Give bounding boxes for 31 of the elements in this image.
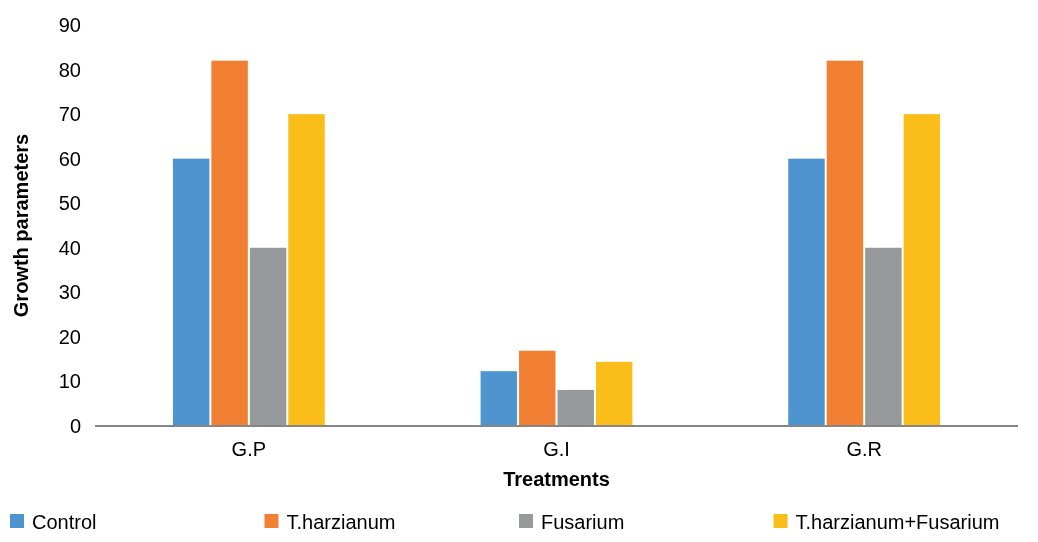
x-axis-title: Treatments <box>503 468 610 490</box>
legend-label: Fusarium <box>541 511 625 533</box>
y-tick-label: 80 <box>58 58 81 81</box>
bar <box>557 389 594 426</box>
y-tick-label: 90 <box>58 14 81 36</box>
legend-label: Control <box>32 511 97 533</box>
bar <box>903 114 941 426</box>
bar <box>826 60 864 426</box>
y-tick-label: 20 <box>58 325 81 348</box>
y-tick-label: 60 <box>58 147 81 170</box>
legend-label: T.harzianum+Fusarium <box>795 511 1000 533</box>
y-tick-label: 30 <box>58 281 81 304</box>
legend-label: T.harzianum <box>286 511 396 533</box>
y-axis-title: Growth parameters <box>10 133 32 318</box>
y-tick-label: 40 <box>58 236 81 259</box>
bar <box>172 158 210 426</box>
y-tick-label: 70 <box>58 103 81 126</box>
bar <box>519 350 556 426</box>
x-tick-label: G.P <box>231 438 267 460</box>
bar <box>288 114 325 426</box>
bar <box>865 247 902 426</box>
bar <box>595 361 633 426</box>
bar <box>480 371 518 426</box>
bar <box>211 60 248 426</box>
bar <box>249 247 287 426</box>
bar <box>788 158 825 426</box>
y-tick-label: 50 <box>58 192 81 215</box>
y-tick-label: 0 <box>69 415 81 437</box>
x-tick-label: G.R <box>846 438 882 460</box>
y-tick-label: 10 <box>58 370 81 393</box>
x-tick-label: G.I <box>543 438 570 460</box>
